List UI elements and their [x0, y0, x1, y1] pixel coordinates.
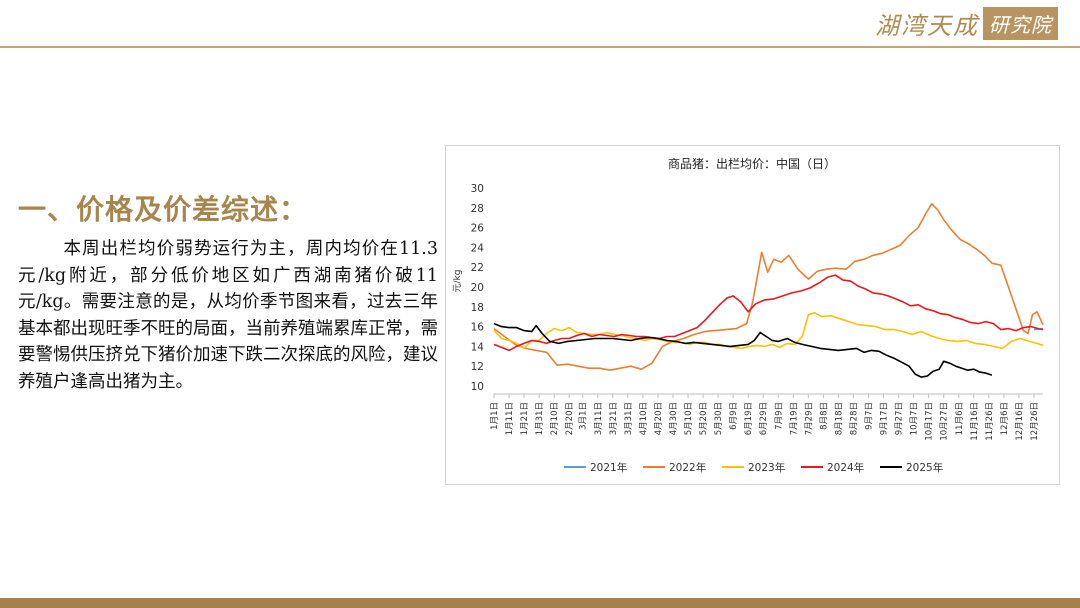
- x-tick-label: 1月21日: [520, 402, 530, 435]
- y-tick-label: 12: [471, 361, 484, 373]
- y-tick-label: 26: [471, 223, 485, 235]
- legend: 2021年 2022年 2023年 2024年 2025年: [564, 461, 943, 474]
- y-tick-label: 22: [471, 262, 484, 274]
- x-tick-label: 5月30日: [714, 402, 724, 435]
- chart-title: 商品猪：出栏均价：中国（日）: [668, 156, 836, 171]
- brand-logo: 湖湾天成 研究院: [875, 6, 1058, 40]
- x-tick-label: 8月8日: [819, 402, 829, 430]
- x-tick-label: 2月10日: [550, 402, 560, 435]
- x-tick-label: 5月20日: [699, 402, 709, 435]
- y-axis: 10 12 14 16 18 20 22 24 26 28 30: [471, 183, 485, 393]
- legend-label: 2024年: [827, 461, 864, 474]
- x-tick-label: 3月1日: [579, 402, 589, 430]
- series-line-3: [493, 311, 1044, 350]
- logo-text: 湖湾天成: [875, 11, 979, 40]
- y-tick-label: 20: [471, 282, 484, 294]
- plot-area: [493, 203, 1044, 378]
- x-tick-label: 10月7日: [910, 402, 920, 435]
- y-tick-label: 14: [471, 341, 485, 353]
- y-tick-label: 24: [471, 242, 485, 254]
- chart-svg: 商品猪：出栏均价：中国（日） 元/kg 10 12 14 16 18 20 22 24 26 28…: [453, 156, 1044, 474]
- x-tick-label: 1月31日: [535, 402, 545, 435]
- x-tick-label: 6月19日: [744, 402, 754, 435]
- x-tick-label: 11月6日: [955, 402, 965, 435]
- x-tick-label: 6月9日: [729, 402, 739, 430]
- x-tick-label: 12月6日: [1000, 402, 1010, 435]
- logo-box-text: 研究院: [983, 6, 1058, 40]
- section-heading: 一、价格及价差综述：: [18, 193, 309, 226]
- y-axis-label: 元/kg: [453, 270, 463, 293]
- y-tick-label: 10: [471, 381, 484, 393]
- series-line-5: [493, 322, 993, 378]
- x-tick-label: 1月1日: [490, 402, 500, 430]
- series-line-2: [493, 203, 1044, 371]
- x-tick-label: 3月21日: [609, 402, 619, 435]
- y-tick-label: 28: [471, 203, 484, 215]
- price-chart: 商品猪：出栏均价：中国（日） 元/kg 10 12 14 16 18 20 22 24 26 28…: [445, 145, 1060, 485]
- x-tick-label: 3月11日: [594, 402, 604, 435]
- x-tick-label: 3月31日: [624, 402, 634, 435]
- legend-label: 2025年: [906, 461, 943, 474]
- x-tick-label: 10月17日: [925, 402, 935, 441]
- x-tick-label: 4月20日: [654, 402, 664, 435]
- legend-label: 2023年: [748, 461, 785, 474]
- y-tick-label: 16: [471, 322, 485, 334]
- x-tick-label: 9月7日: [865, 402, 875, 430]
- x-tick-label: 11月26日: [985, 402, 995, 441]
- bottom-band: [0, 598, 1080, 608]
- legend-label: 2022年: [669, 461, 706, 474]
- x-axis: 1月1日 1月11日 1月21日 1月31日 2月10日 2月20日 3月1日 3月11日 3月…: [490, 393, 1043, 441]
- x-tick-label: 1月11日: [505, 402, 515, 435]
- x-tick-label: 9月27日: [895, 402, 905, 435]
- x-tick-label: 8月18日: [834, 402, 844, 435]
- legend-label: 2021年: [590, 461, 627, 474]
- y-tick-label: 18: [471, 302, 484, 314]
- summary-paragraph: 本周出栏均价弱势运行为主，周内均价在11.3元/kg附近，部分低价地区如广西湖南…: [18, 239, 438, 392]
- x-tick-label: 10月27日: [940, 402, 950, 441]
- x-tick-label: 7月9日: [774, 402, 784, 430]
- x-tick-label: 7月29日: [804, 402, 814, 435]
- x-tick-label: 2月20日: [565, 402, 575, 435]
- x-tick-label: 5月10日: [684, 402, 694, 435]
- series-line-4: [493, 274, 1044, 352]
- y-tick-label: 30: [471, 183, 484, 195]
- x-tick-label: 4月10日: [639, 402, 649, 435]
- x-tick-label: 12月16日: [1015, 402, 1025, 441]
- x-tick-label: 4月30日: [669, 402, 679, 435]
- x-tick-label: 12月26日: [1030, 402, 1040, 441]
- x-tick-label: 6月29日: [759, 402, 769, 435]
- x-tick-label: 9月17日: [880, 402, 890, 435]
- top-divider: [0, 46, 1080, 48]
- x-tick-label: 8月28日: [849, 402, 859, 435]
- x-tick-label: 7月19日: [789, 402, 799, 435]
- x-tick-label: 11月16日: [970, 402, 980, 441]
